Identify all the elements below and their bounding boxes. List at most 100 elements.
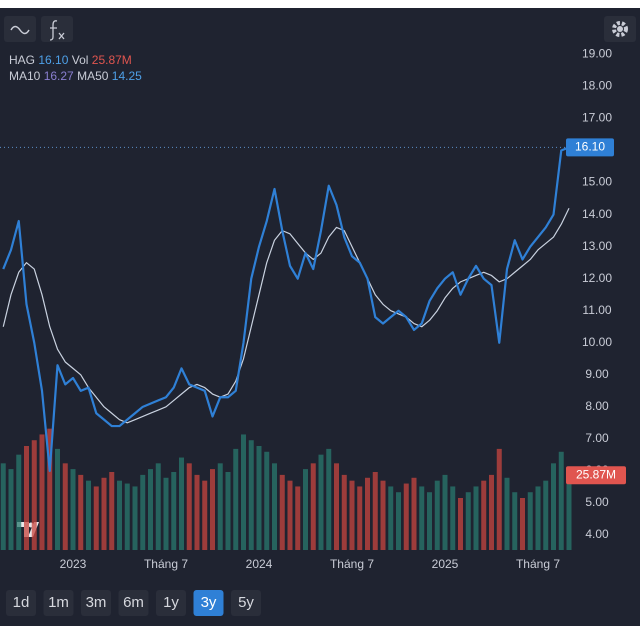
volume-bar — [434, 480, 440, 550]
volume-bar — [171, 472, 177, 550]
volume-bar — [86, 480, 91, 550]
range-button-label: 6m — [123, 594, 144, 611]
volume-bar — [558, 451, 564, 550]
x-tick-label: Tháng 7 — [144, 557, 188, 571]
legend-entry: 14.25 — [112, 69, 142, 83]
range-button[interactable] — [156, 590, 186, 616]
x-tick-label: Tháng 7 — [330, 557, 374, 571]
volume-bar — [287, 480, 293, 550]
volume-bar — [132, 486, 138, 550]
volume-bar — [473, 486, 479, 550]
legend-entry: 25.87M — [92, 53, 132, 67]
volume-bar — [535, 486, 541, 550]
volume-bar — [310, 463, 316, 550]
volume-bar — [442, 474, 448, 550]
volume-bar — [62, 463, 68, 550]
volume-bar — [566, 475, 572, 550]
volume-bar — [489, 474, 494, 550]
range-button[interactable] — [193, 590, 224, 616]
volume-bar — [163, 477, 169, 550]
range-button[interactable] — [118, 590, 149, 616]
x-tick-label: 2023 — [60, 557, 87, 571]
volume-bar — [264, 451, 270, 550]
top-strip — [0, 0, 640, 8]
volume-bar — [496, 448, 502, 550]
volume-bar — [140, 474, 146, 550]
legend-entry: MA10 — [9, 69, 41, 83]
volume-bar — [481, 480, 487, 550]
range-button[interactable] — [81, 590, 111, 616]
volume-bar — [334, 463, 339, 550]
legend-row: MA10 16.27 MA50 14.25 — [9, 69, 142, 83]
y-tick-label: 18.00 — [582, 79, 612, 93]
volume-bar — [0, 463, 6, 550]
legend-entry: 16.27 — [44, 69, 74, 83]
price-line — [2, 146, 570, 473]
volume-bar — [124, 483, 130, 550]
volume-bar — [512, 492, 518, 550]
volume-bar — [450, 486, 456, 550]
volume-bar — [341, 474, 347, 550]
volume-bar — [55, 448, 60, 550]
volume-bar — [403, 483, 409, 550]
volume-bar — [70, 469, 76, 550]
y-tick-label: 9.00 — [585, 367, 609, 381]
volume-bar — [24, 446, 29, 550]
y-tick-label: 4.00 — [585, 527, 609, 541]
volume-bar — [16, 454, 22, 550]
x-tick-label: 2025 — [432, 557, 459, 571]
volume-bar — [458, 498, 463, 550]
volume-bar — [520, 498, 525, 550]
legend-entry: HAG — [9, 53, 35, 67]
volume-bar — [396, 492, 401, 550]
legend-row: HAG 16.10 Vol 25.87M — [9, 53, 132, 67]
volume-bar — [31, 440, 37, 550]
indicators-button[interactable] — [41, 16, 73, 42]
volume-bar — [256, 446, 262, 550]
range-button-label: 1d — [13, 594, 30, 611]
volume-bar — [326, 448, 332, 550]
volume-bar — [225, 472, 231, 550]
volume-tag-label: 25.87M — [576, 467, 616, 481]
range-button-label: 5y — [238, 594, 254, 611]
y-tick-label: 5.00 — [585, 495, 609, 509]
volume-bar — [279, 474, 285, 550]
range-button-label: 1m — [48, 594, 69, 611]
volume-bar — [318, 454, 324, 550]
volume-bar — [357, 486, 363, 550]
volume-bar — [8, 469, 14, 550]
range-button-label: 3y — [201, 594, 217, 611]
settings-button[interactable] — [604, 16, 636, 42]
range-button[interactable] — [6, 590, 36, 616]
volume-bar — [543, 480, 549, 550]
volume-bar — [349, 480, 355, 550]
volume-bar — [179, 457, 184, 550]
y-tick-label: 11.00 — [582, 303, 611, 317]
volume-bar — [380, 480, 386, 550]
volume-bar — [202, 480, 208, 550]
y-tick-label: 12.00 — [582, 271, 612, 285]
legend-entry: MA50 — [77, 69, 109, 83]
volume-bar — [248, 440, 254, 550]
range-button-label: 3m — [86, 594, 107, 611]
ma-line — [2, 207, 570, 424]
y-tick-label: 15.00 — [582, 175, 612, 189]
x-tick-label: 2024 — [246, 557, 273, 571]
volume-bar — [93, 486, 99, 550]
range-button[interactable] — [231, 590, 261, 616]
range-button[interactable] — [43, 590, 74, 616]
price-tag — [566, 138, 614, 157]
volume-bar — [427, 492, 432, 550]
volume-bar — [272, 463, 277, 550]
y-tick-label: 7.00 — [585, 431, 609, 445]
volume-bar — [388, 486, 394, 550]
range-button-label: 1y — [163, 594, 179, 611]
y-tick-label: 10.00 — [582, 335, 612, 349]
y-tick-label: 13.00 — [582, 239, 612, 253]
volume-bar — [194, 474, 200, 550]
volume-bar — [117, 480, 122, 550]
chart-type-button[interactable] — [4, 16, 36, 42]
volume-bar — [155, 463, 161, 550]
